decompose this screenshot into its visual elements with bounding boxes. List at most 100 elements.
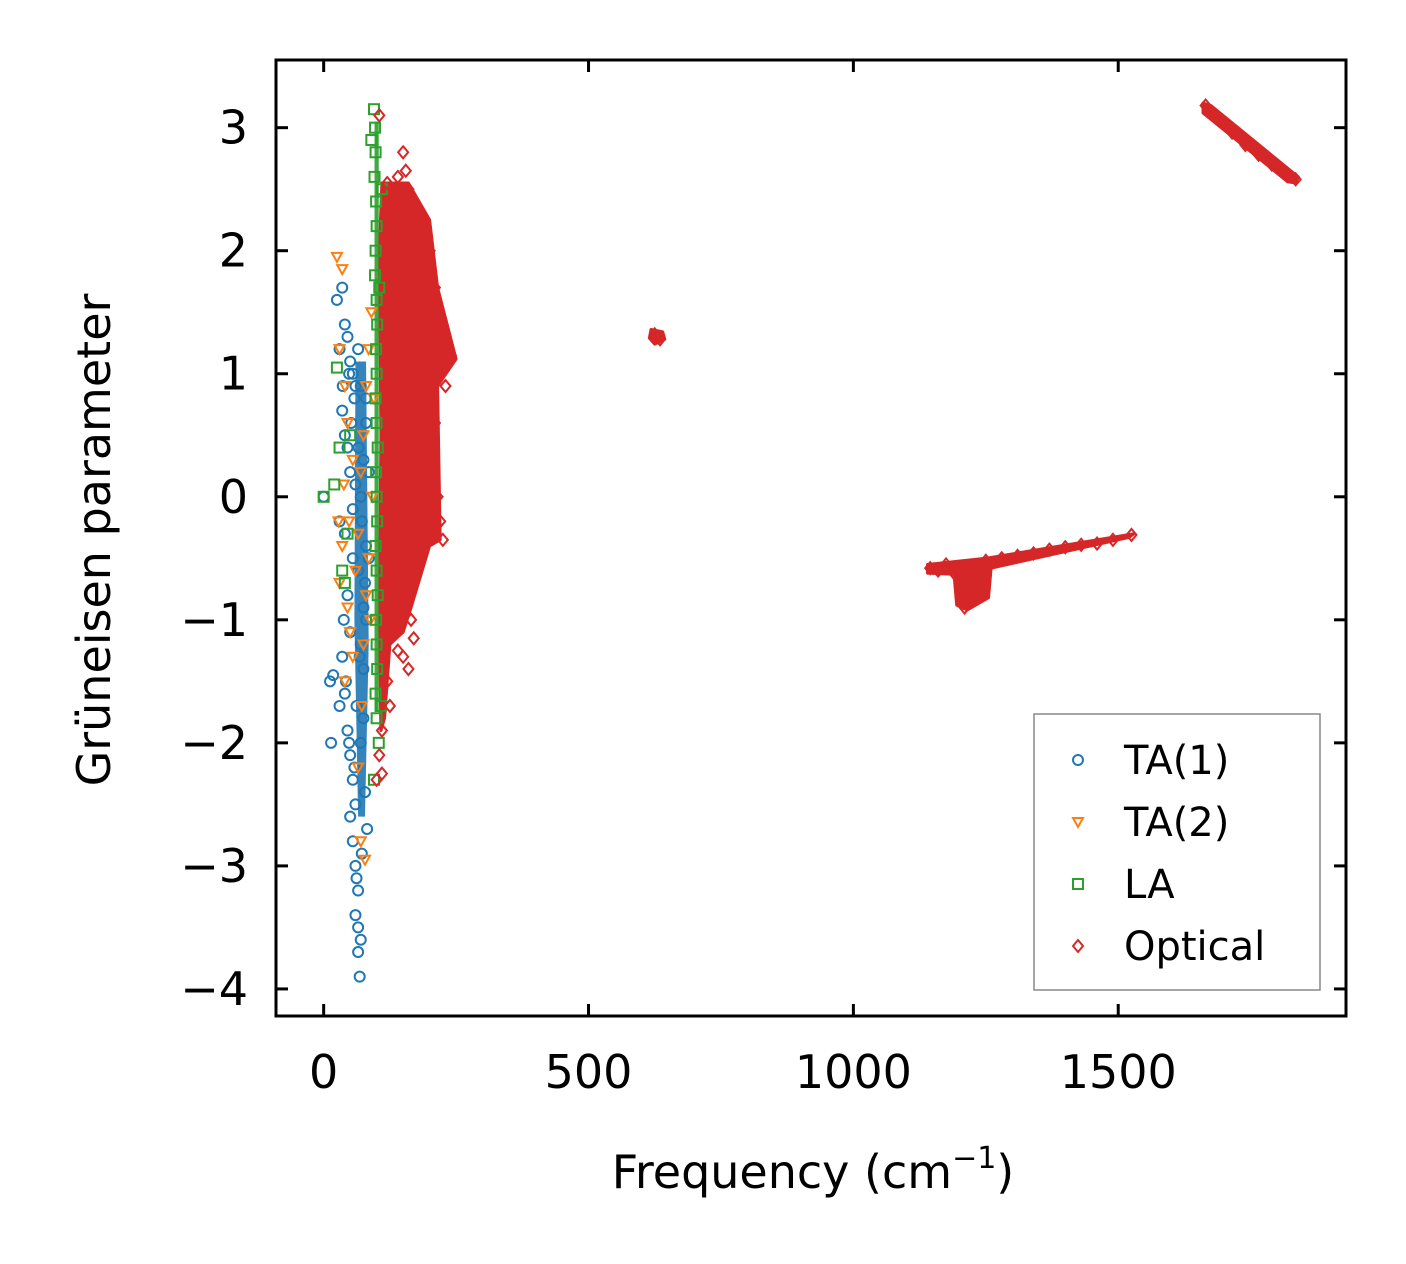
ta-1--point-12 xyxy=(336,404,349,417)
ta-2--point-7 xyxy=(335,540,349,554)
la-point-26 xyxy=(369,539,382,552)
la-point-2 xyxy=(330,361,343,374)
y-axis-label: Grüneisen parameter xyxy=(67,293,121,786)
ta-1--point-7 xyxy=(341,330,354,343)
ta-1--point-21 xyxy=(336,650,349,663)
y-tick-label-5: −2 xyxy=(180,716,248,770)
ta-1--point-45 xyxy=(357,453,370,466)
optical-point-7 xyxy=(396,218,410,234)
ta-2--point-24 xyxy=(358,854,372,867)
x-tick-label-3: 1500 xyxy=(1060,1045,1177,1099)
la-point-28 xyxy=(371,589,384,602)
optical-point-24 xyxy=(391,643,405,659)
legend-marker-0 xyxy=(1072,754,1084,766)
optical-point-45 xyxy=(923,560,937,576)
la-point-19 xyxy=(370,367,383,380)
y-tick-label-6: −3 xyxy=(180,839,248,893)
ta-1--point-57 xyxy=(358,786,371,799)
ta-1--point-42 xyxy=(357,601,370,614)
ta-1--point-15 xyxy=(344,466,357,479)
x-tick-label-0: 0 xyxy=(309,1045,338,1099)
la-point-34 xyxy=(367,773,380,786)
optical-point-32 xyxy=(375,766,389,782)
optical-point-68 xyxy=(1252,147,1265,163)
legend-marker-1 xyxy=(1071,817,1085,830)
ta-2--point-21 xyxy=(359,590,373,603)
axis-ticks: 0 500 1000 1500 3 2 1 0 −1 −2 −3 −4 xyxy=(180,60,1346,1099)
ta-2--point-3 xyxy=(338,381,352,394)
ta-1--point-18 xyxy=(346,552,359,565)
la-point-24 xyxy=(370,490,383,503)
la-point-16 xyxy=(370,293,383,306)
legend-marker-2 xyxy=(1072,878,1084,890)
ta-1--point-44 xyxy=(354,490,367,503)
optical-point-19 xyxy=(436,532,450,548)
ta-1--point-14 xyxy=(341,441,354,454)
y-tick-label-3: 0 xyxy=(219,470,248,524)
ta-1--point-52 xyxy=(357,663,370,676)
ta-2--point-11 xyxy=(346,651,360,664)
ta-2--point-18 xyxy=(361,344,376,357)
optical-point-12 xyxy=(433,316,447,333)
plot-frame xyxy=(274,58,1348,1018)
optical-point-69 xyxy=(1265,157,1279,173)
ta-1--point-10 xyxy=(346,367,359,380)
optical-point-11 xyxy=(428,280,442,296)
optical-point-35 xyxy=(391,341,405,357)
optical-point-62 xyxy=(1106,532,1120,548)
optical-point-71 xyxy=(1289,171,1302,187)
ta-1--point-6 xyxy=(338,318,351,331)
legend-label-2: LA xyxy=(1124,862,1175,908)
ta-1--point-22 xyxy=(338,687,351,700)
ta-1--point-24 xyxy=(341,724,354,737)
ta-2--point-14 xyxy=(351,528,365,541)
la-point-7 xyxy=(344,429,357,442)
ta-1--point-67 xyxy=(343,367,356,380)
ta-1--point-33 xyxy=(352,921,365,934)
ta-1--point-0 xyxy=(317,490,330,503)
ta-1--point-23 xyxy=(333,699,346,712)
optical-point-56 xyxy=(1011,548,1024,564)
optical-point-64 xyxy=(1199,97,1212,114)
optical-point-65 xyxy=(1212,112,1226,128)
optical-point-21 xyxy=(396,587,410,603)
ta-2--point-6 xyxy=(331,516,346,529)
legend-marker-3 xyxy=(1071,938,1085,954)
y-tick-label-0: 3 xyxy=(219,101,248,155)
optical-point-34 xyxy=(380,267,394,283)
optical-point-58 xyxy=(1043,542,1056,558)
ta-1--point-26 xyxy=(346,773,359,786)
optical-point-26 xyxy=(402,661,415,677)
ta-2--point-1 xyxy=(335,264,349,277)
optical-point-16 xyxy=(423,452,436,468)
y-tick-label-7: −4 xyxy=(180,962,248,1016)
la-dense-column xyxy=(374,121,379,713)
ta-1--point-36 xyxy=(353,970,366,983)
ta-2--point-15 xyxy=(354,467,368,480)
y-tick-label-2: 1 xyxy=(219,347,248,401)
ta-2--point-17 xyxy=(359,381,373,394)
ta-2--point-31 xyxy=(342,516,356,529)
optical-point-33 xyxy=(378,550,391,566)
optical-point-63 xyxy=(1125,527,1138,543)
ta-1--point-71 xyxy=(358,576,371,589)
optical-point-67 xyxy=(1239,137,1252,153)
la-point-11 xyxy=(368,170,381,183)
optical-point-57 xyxy=(1027,545,1040,561)
optical-point-39 xyxy=(407,464,421,480)
ta-1--point-30 xyxy=(349,859,362,872)
optical-point-48 xyxy=(947,565,961,581)
ta-2--point-30 xyxy=(346,454,360,467)
la-point-32 xyxy=(369,687,382,700)
optical-point-20 xyxy=(412,550,426,566)
optical-point-18 xyxy=(433,513,447,529)
optical-point-43 xyxy=(653,331,667,347)
x-tick-label-1: 500 xyxy=(545,1045,633,1099)
optical-point-4 xyxy=(391,169,405,185)
la-point-6 xyxy=(341,527,354,540)
optical-point-9 xyxy=(418,218,431,234)
ta-2--point-19 xyxy=(364,307,379,320)
la-point-15 xyxy=(369,269,382,282)
ta-1--point-40 xyxy=(357,712,370,725)
